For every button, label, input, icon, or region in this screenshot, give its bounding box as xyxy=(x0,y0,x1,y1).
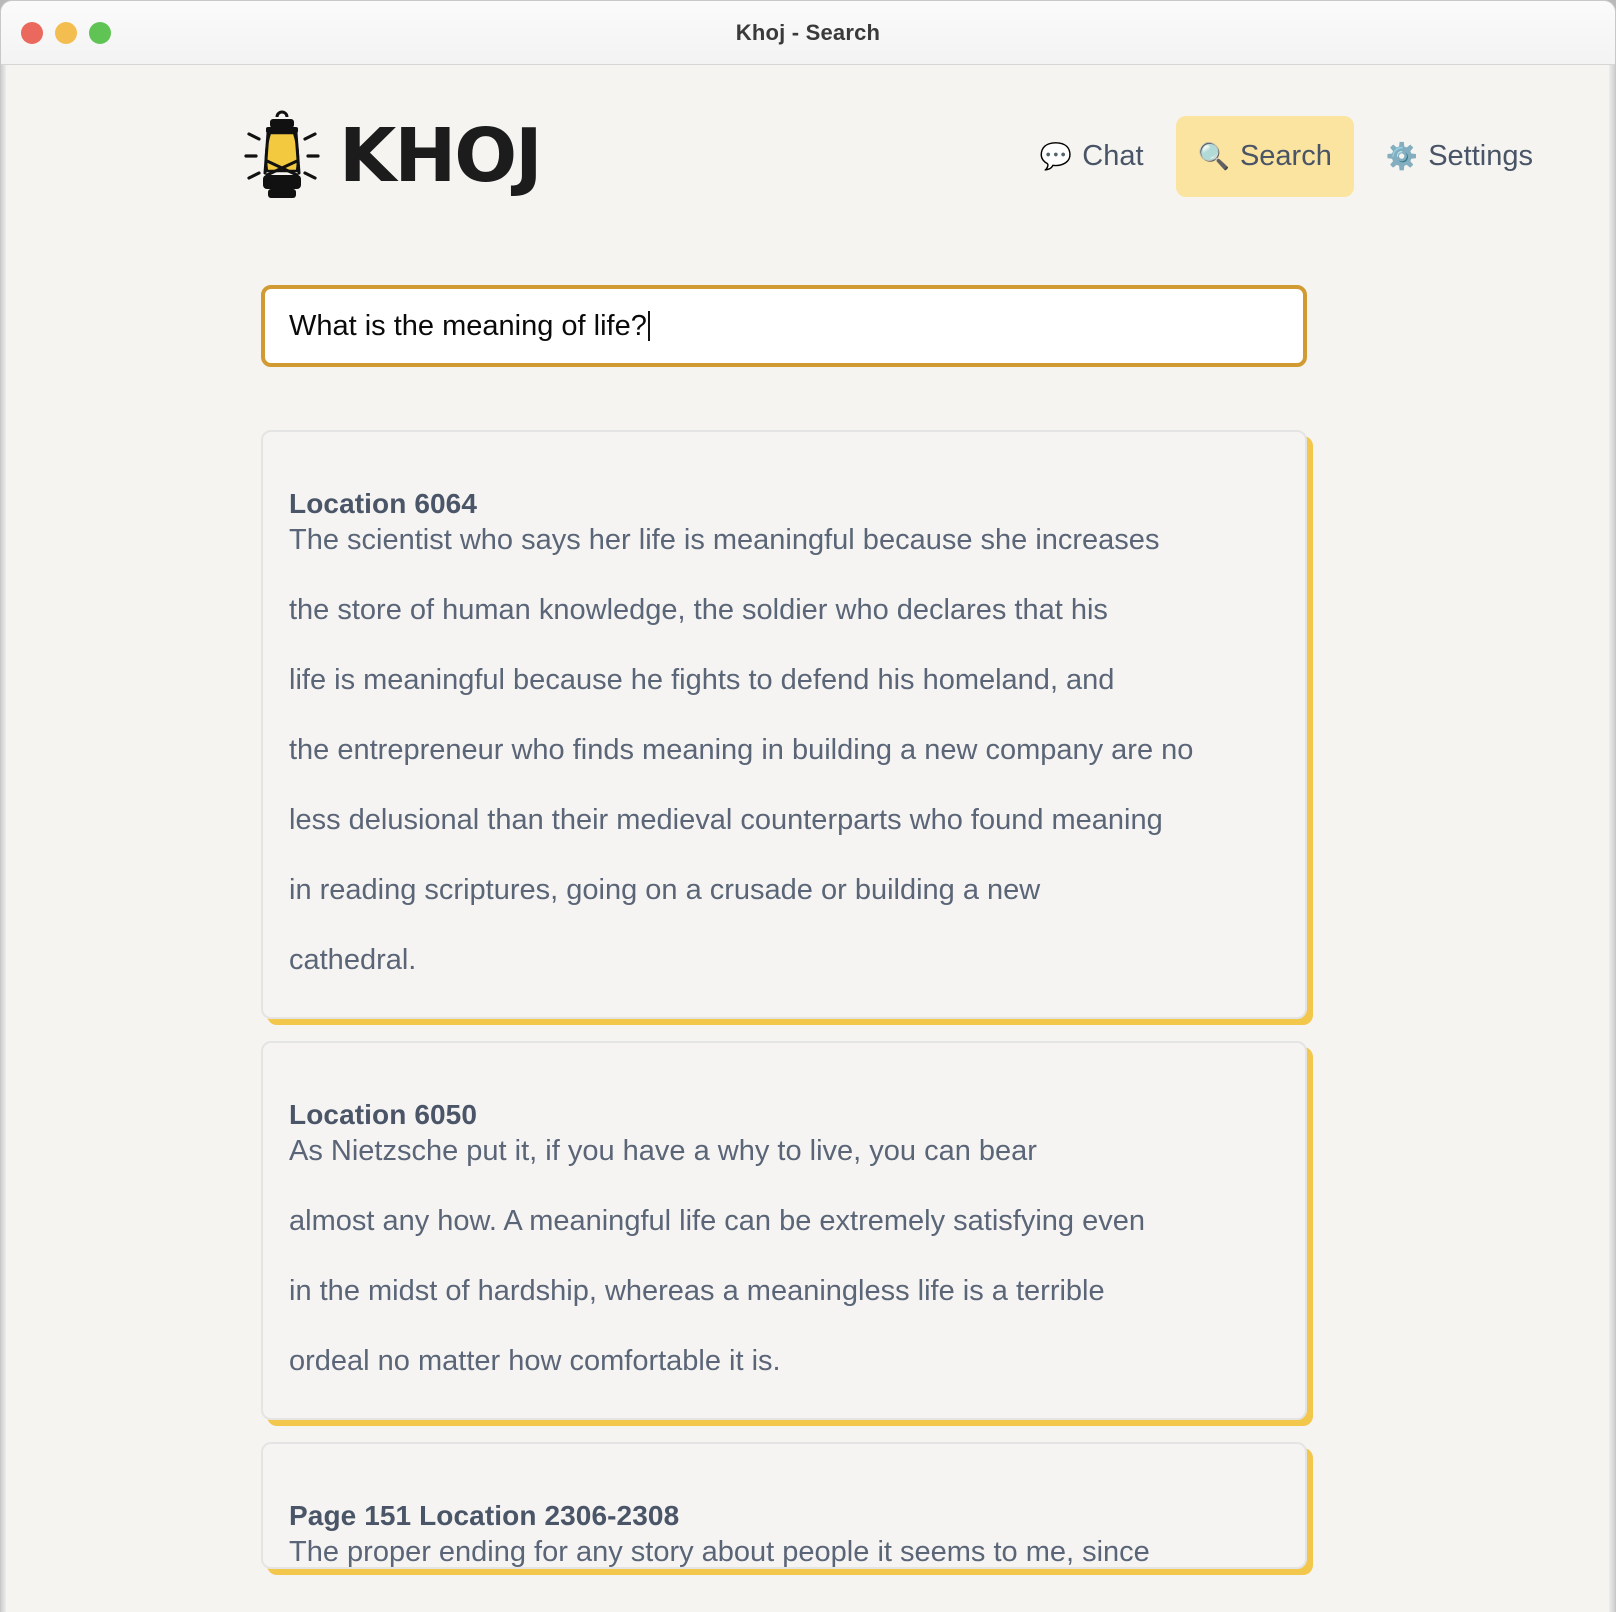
nav-item-chat-label: Chat xyxy=(1082,139,1144,172)
search-input[interactable]: What is the meaning of life? xyxy=(261,285,1307,367)
speech-bubble-icon: 💬 xyxy=(1039,141,1073,171)
result-card-line: the store of human knowledge, the soldie… xyxy=(289,594,1108,626)
lantern-icon xyxy=(239,101,325,211)
result-card-line: in the midst of hardship, whereas a mean… xyxy=(289,1275,1105,1307)
result-card-title: Page 151 Location 2306-2308 xyxy=(289,1500,680,1531)
search-area: What is the meaning of life? xyxy=(261,285,1555,367)
result-card-title: Location 6064 xyxy=(289,488,478,519)
nav-item-chat[interactable]: 💬 Chat xyxy=(1018,116,1166,197)
search-results-list: Location 6064 The scientist who says her… xyxy=(261,430,1307,1569)
search-input-value: What is the meaning of life? xyxy=(289,309,647,342)
nav-item-settings-label: Settings xyxy=(1428,139,1533,172)
text-caret xyxy=(647,311,650,341)
result-card-line: ordeal no matter how comfortable it is. xyxy=(289,1345,781,1377)
result-card-line: The proper ending for any story about pe… xyxy=(289,1536,1150,1568)
result-card-line: the entrepreneur who finds meaning in bu… xyxy=(289,734,1194,766)
brand-logo[interactable]: KHOJ xyxy=(239,101,543,211)
result-card-line: cathedral. xyxy=(289,944,417,976)
brand-wordmark: KHOJ xyxy=(339,113,543,199)
traffic-light-group xyxy=(21,1,111,64)
result-card-line: less delusional than their medieval coun… xyxy=(289,804,1163,836)
nav-item-settings[interactable]: ⚙️ Settings xyxy=(1364,116,1555,197)
result-card-line: almost any how. A meaningful life can be… xyxy=(289,1205,1145,1237)
result-card-line: in reading scriptures, going on a crusad… xyxy=(289,874,1041,906)
result-card-line: life is meaningful because he fights to … xyxy=(289,664,1115,696)
main-nav: 💬 Chat 🔍 Search ⚙️ Settings xyxy=(1018,115,1555,197)
minimize-window-button[interactable] xyxy=(55,21,77,44)
result-card-line: As Nietzsche put it, if you have a why t… xyxy=(289,1135,1037,1167)
window-title: Khoj - Search xyxy=(735,19,881,45)
maximize-window-button[interactable] xyxy=(89,21,111,44)
app-header: KHOJ 💬 Chat 🔍 Search ⚙️ Settings xyxy=(239,65,1555,211)
gear-icon: ⚙️ xyxy=(1385,141,1419,171)
nav-item-search-label: Search xyxy=(1239,139,1332,172)
result-card[interactable]: Location 6064 The scientist who says her… xyxy=(261,430,1307,1019)
result-card-title: Location 6050 xyxy=(289,1099,478,1130)
close-window-button[interactable] xyxy=(21,21,43,44)
result-card[interactable]: Location 6050 As Nietzsche put it, if yo… xyxy=(261,1041,1307,1420)
result-card-line: The scientist who says her life is meani… xyxy=(289,524,1160,556)
app-content: KHOJ 💬 Chat 🔍 Search ⚙️ Settings xyxy=(1,65,1615,1612)
magnifier-icon: 🔍 xyxy=(1197,141,1230,171)
nav-item-search[interactable]: 🔍 Search xyxy=(1175,115,1354,197)
window-titlebar: Khoj - Search xyxy=(1,1,1615,65)
result-card[interactable]: Page 151 Location 2306-2308 The proper e… xyxy=(261,1442,1307,1569)
